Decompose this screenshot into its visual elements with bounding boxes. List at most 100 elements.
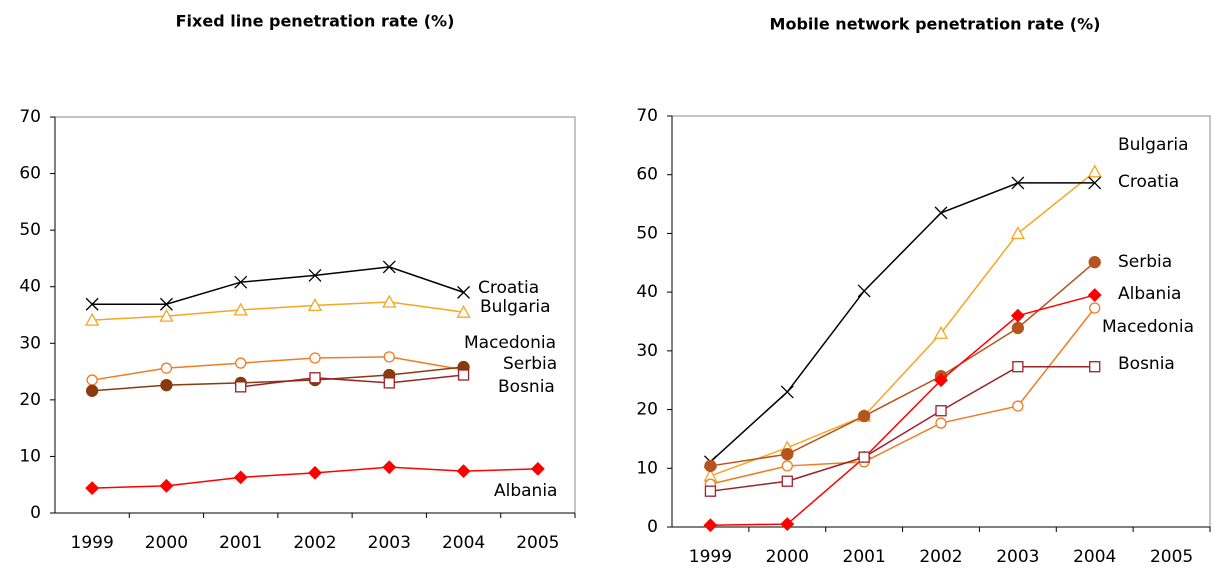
marker: [159, 297, 173, 311]
marker: [1010, 308, 1025, 323]
marker: [1012, 361, 1024, 373]
marker: [309, 372, 321, 384]
y-tick-label: 10: [636, 458, 658, 478]
y-tick-label: 10: [19, 446, 41, 466]
marker: [1087, 288, 1102, 302]
y-tick-label: 20: [19, 390, 41, 410]
x-tick-label: 2004: [442, 533, 485, 553]
series-label: Bosnia: [498, 377, 555, 397]
marker: [1089, 302, 1101, 314]
marker: [235, 381, 247, 393]
marker: [383, 377, 395, 389]
x-tick-label: 2001: [843, 547, 886, 567]
x-tick-label: 2005: [516, 533, 559, 553]
marker: [1010, 226, 1025, 240]
marker: [1011, 321, 1025, 335]
series-label: Croatia: [478, 278, 539, 298]
series-label: Macedonia: [1102, 317, 1194, 337]
series-line: [709, 182, 1095, 463]
series-line: [710, 365, 1095, 492]
marker: [780, 517, 795, 531]
marker: [934, 206, 948, 220]
marker: [704, 459, 717, 473]
marker: [233, 470, 248, 485]
marker: [1088, 176, 1102, 190]
y-tick-label: 70: [19, 107, 41, 127]
marker: [456, 464, 471, 479]
marker: [781, 448, 794, 461]
series-line: [710, 307, 1096, 485]
series-label: Albania: [1118, 284, 1181, 304]
series-label: Croatia: [1118, 172, 1179, 192]
marker: [85, 384, 99, 397]
x-tick-label: 2002: [293, 533, 336, 553]
series-label: Bulgaria: [480, 297, 551, 317]
chart: Fixed line penetration rate (%) 0 10 20 30 40…: [19, 12, 576, 553]
series-label: Bulgaria: [1118, 135, 1189, 155]
marker: [858, 451, 870, 463]
marker: [383, 351, 395, 363]
x-tick-label: 2000: [766, 547, 809, 567]
marker: [307, 298, 323, 312]
x-tick-label: 2000: [145, 533, 188, 553]
marker: [234, 275, 248, 289]
marker: [382, 260, 396, 274]
x-tick-label: 2005: [1150, 547, 1193, 567]
x-tick-label: 2003: [996, 547, 1039, 567]
marker: [85, 312, 100, 326]
y-tick-label: 50: [19, 220, 41, 240]
x-tick-label: 2002: [919, 547, 962, 567]
y-tick-label: 70: [636, 106, 658, 126]
x-tick-label: 1999: [71, 533, 114, 553]
y-tick-label: 30: [636, 341, 658, 361]
marker: [1089, 361, 1101, 373]
y-tick-label: 20: [636, 400, 658, 420]
marker: [160, 362, 173, 374]
series-line: [92, 301, 464, 321]
series-line: [240, 374, 464, 388]
y-tick-label: 30: [19, 333, 41, 353]
y-tick-label: 40: [636, 282, 658, 302]
marker: [780, 385, 794, 399]
series-line: [710, 171, 1096, 477]
x-tick-label: 2003: [368, 533, 411, 553]
y-tick-label: 40: [19, 277, 41, 297]
marker: [159, 308, 174, 322]
series-line: [92, 266, 464, 306]
chart-title: Fixed line penetration rate (%): [176, 12, 455, 31]
series-label: Serbia: [503, 354, 557, 374]
marker: [456, 304, 471, 318]
x-tick-label: 2001: [219, 533, 262, 553]
series-line: [710, 261, 1096, 467]
marker: [935, 417, 947, 429]
marker: [382, 460, 397, 475]
marker: [857, 409, 871, 423]
marker: [457, 369, 470, 381]
series-label: Bosnia: [1118, 354, 1175, 374]
marker: [160, 378, 173, 392]
marker: [159, 478, 174, 493]
marker: [308, 465, 322, 480]
marker: [857, 284, 871, 298]
x-tick-label: 2004: [1073, 547, 1116, 567]
series-label: Serbia: [1118, 252, 1172, 272]
marker: [309, 352, 321, 364]
marker: [85, 297, 99, 311]
marker: [1011, 176, 1025, 190]
marker: [1088, 256, 1101, 269]
marker: [382, 294, 397, 308]
y-tick-label: 0: [30, 503, 41, 523]
y-tick-label: 60: [19, 164, 41, 184]
series-line: [710, 294, 1095, 526]
marker: [781, 460, 793, 472]
x-tick-label: 1999: [689, 547, 732, 567]
marker: [781, 475, 793, 487]
marker: [530, 461, 545, 476]
marker: [935, 405, 947, 417]
chart-title: Mobile network penetration rate (%): [770, 15, 1101, 34]
marker: [703, 518, 718, 533]
marker: [85, 481, 100, 496]
series-label: Macedonia: [464, 333, 556, 353]
marker: [1087, 164, 1102, 178]
marker: [933, 325, 949, 339]
